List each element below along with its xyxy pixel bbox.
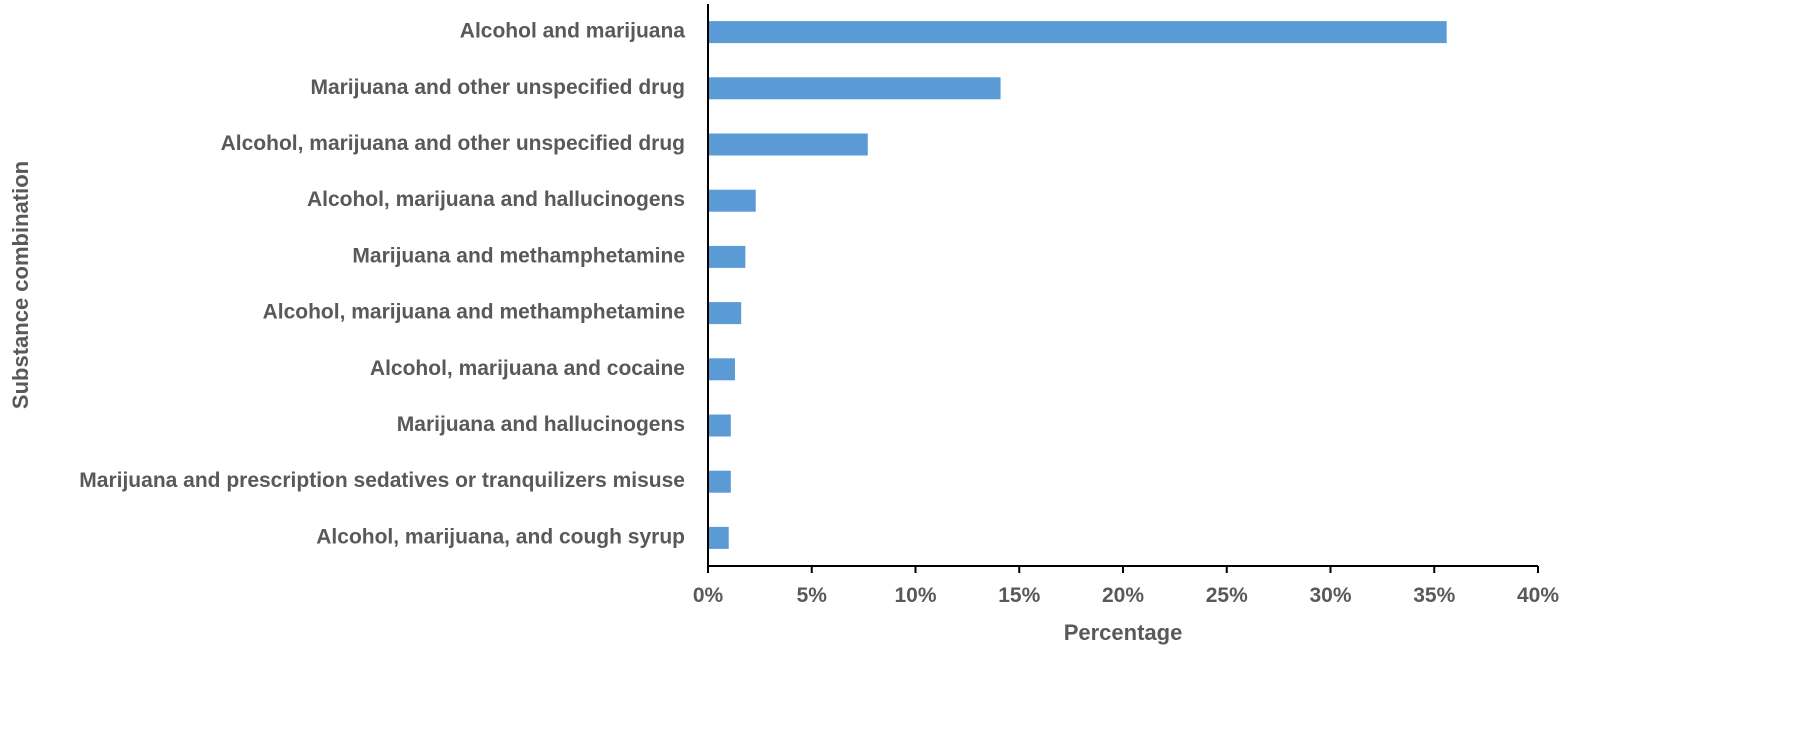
x-tick-label: 35% [1413, 584, 1455, 607]
x-tick-label: 0% [693, 584, 724, 607]
bar [708, 245, 746, 268]
category-label: Alcohol, marijuana and other unspecified… [221, 132, 685, 155]
category-label: Marijuana and methamphetamine [352, 244, 685, 267]
bar [708, 133, 868, 156]
category-label: Alcohol, marijuana and methamphetamine [263, 301, 685, 324]
bar [708, 526, 729, 549]
bar [708, 189, 756, 212]
x-tick-label: 15% [998, 584, 1040, 607]
bar [708, 21, 1447, 44]
x-tick-label: 20% [1102, 584, 1144, 607]
x-tick-label: 10% [894, 584, 936, 607]
x-axis-title: Percentage [1064, 620, 1183, 645]
bar [708, 470, 731, 493]
category-label: Marijuana and prescription sedatives or … [79, 469, 685, 492]
bars-layer [708, 21, 1447, 549]
bar [708, 77, 1001, 100]
category-label: Alcohol, marijuana, and cough syrup [316, 525, 685, 548]
x-tick-label: 30% [1309, 584, 1351, 607]
category-label: Marijuana and hallucinogens [397, 413, 685, 436]
category-label: Marijuana and other unspecified drug [310, 76, 685, 99]
x-tick-label: 25% [1206, 584, 1248, 607]
x-tick-label: 40% [1517, 584, 1559, 607]
x-tick-label: 5% [797, 584, 828, 607]
bar [708, 302, 742, 325]
x-tick-labels: 0% 5% 10% 15% 20% 25% 30% 35% 40% [693, 584, 1560, 607]
category-label: Alcohol, marijuana and cocaine [370, 357, 685, 380]
bar [708, 358, 735, 381]
category-label: Alcohol and marijuana [460, 20, 686, 43]
y-axis-title: Substance combination [8, 161, 33, 409]
category-label: Alcohol, marijuana and hallucinogens [307, 188, 685, 211]
bar [708, 414, 731, 437]
category-labels: Alcohol and marijuana Marijuana and other… [79, 20, 685, 549]
x-tick-marks [707, 566, 1539, 573]
